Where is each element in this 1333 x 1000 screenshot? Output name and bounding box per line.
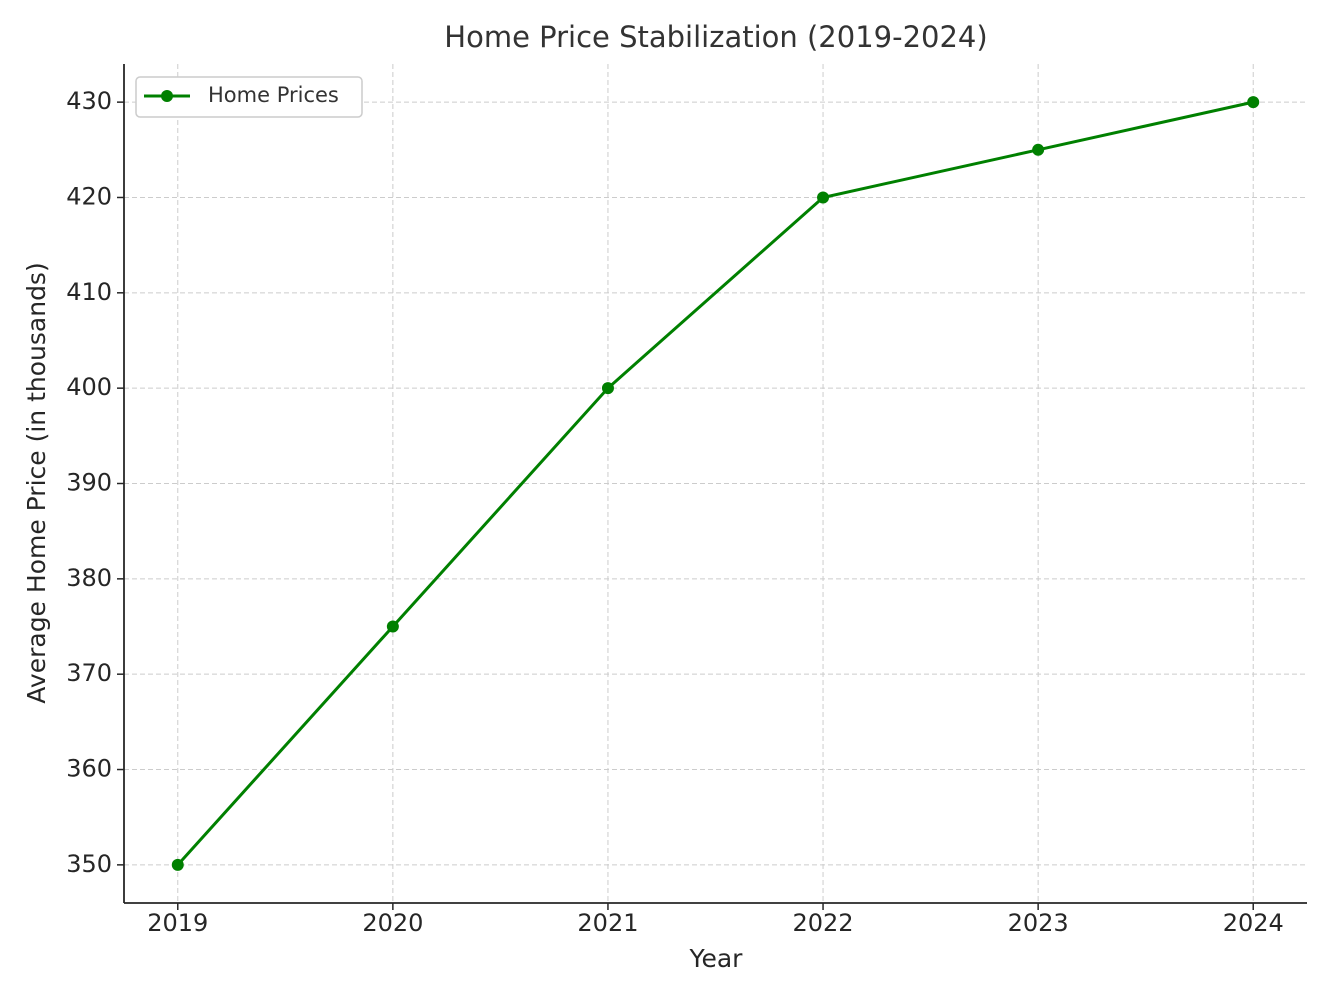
- x-tick-label: 2023: [1008, 909, 1069, 937]
- data-point: [1032, 143, 1045, 156]
- y-axis-label: Average Home Price (in thousands): [22, 262, 51, 703]
- data-point: [817, 191, 830, 204]
- x-tick-label: 2022: [793, 909, 854, 937]
- y-tick-label: 400: [66, 373, 112, 401]
- data-line: [176, 100, 1254, 866]
- x-tick-label: 2019: [147, 909, 208, 937]
- x-tick-label: 2021: [577, 909, 638, 937]
- y-tick-label: 360: [66, 755, 112, 783]
- x-tick-label: 2024: [1223, 909, 1284, 937]
- data-point: [386, 620, 399, 633]
- legend-label: Home Prices: [208, 83, 339, 107]
- x-axis-label: Year: [689, 944, 744, 973]
- y-tick-label: 370: [66, 659, 112, 687]
- data-point: [601, 382, 614, 395]
- legend-marker: [161, 90, 173, 102]
- y-tick-label: 420: [66, 182, 112, 210]
- y-tick-label: 430: [66, 87, 112, 115]
- x-tick-label: 2020: [362, 909, 423, 937]
- data-point: [171, 858, 184, 871]
- data-point: [1247, 96, 1260, 109]
- legend-box: [135, 76, 363, 118]
- y-tick-label: 410: [66, 278, 112, 306]
- y-tick-label: 390: [66, 469, 112, 497]
- y-tick-label: 350: [66, 850, 112, 878]
- chart-title: Home Price Stabilization (2019-2024): [444, 20, 987, 54]
- y-tick-label: 380: [66, 564, 112, 592]
